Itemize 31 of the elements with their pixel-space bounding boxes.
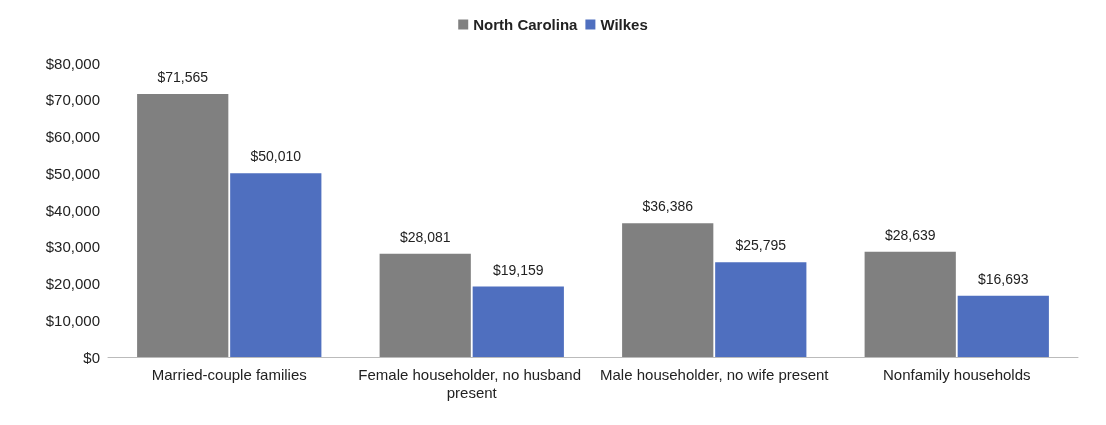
- bar: [379, 253, 471, 357]
- data-label: $28,081: [399, 228, 451, 245]
- bar: [622, 223, 714, 357]
- x-tick-label: Female householder, no husband present: [358, 365, 586, 401]
- bar: [472, 286, 564, 357]
- y-tick-label: $60,000: [45, 128, 100, 145]
- y-tick-label: $80,000: [45, 54, 100, 72]
- x-tick-label: Male householder, no wife present: [600, 365, 830, 383]
- bar: [715, 262, 807, 357]
- y-tick-label: $0: [83, 348, 100, 366]
- bar: [957, 295, 1049, 357]
- data-label: $19,159: [492, 261, 544, 278]
- y-tick-label: $50,000: [45, 164, 100, 182]
- x-tick-label: Married-couple families: [151, 365, 307, 383]
- data-label: $16,693: [977, 270, 1029, 287]
- legend-label: North Carolina: [473, 16, 579, 33]
- data-label: $71,565: [157, 69, 209, 85]
- y-tick-label: $40,000: [45, 201, 100, 219]
- y-tick-label: $30,000: [45, 238, 100, 256]
- data-label: $50,010: [250, 148, 302, 165]
- y-tick-label: $70,000: [45, 91, 100, 109]
- x-tick-label: Nonfamily households: [882, 365, 1031, 383]
- bar: [137, 94, 229, 357]
- data-label: $36,386: [642, 198, 694, 215]
- legend-label: Wilkes: [600, 16, 648, 33]
- bar: [864, 251, 956, 357]
- bar: [230, 173, 322, 357]
- data-label: $28,639: [884, 226, 936, 243]
- data-label: $25,795: [735, 237, 787, 254]
- y-tick-label: $20,000: [45, 275, 100, 292]
- y-tick-label: $10,000: [45, 311, 100, 329]
